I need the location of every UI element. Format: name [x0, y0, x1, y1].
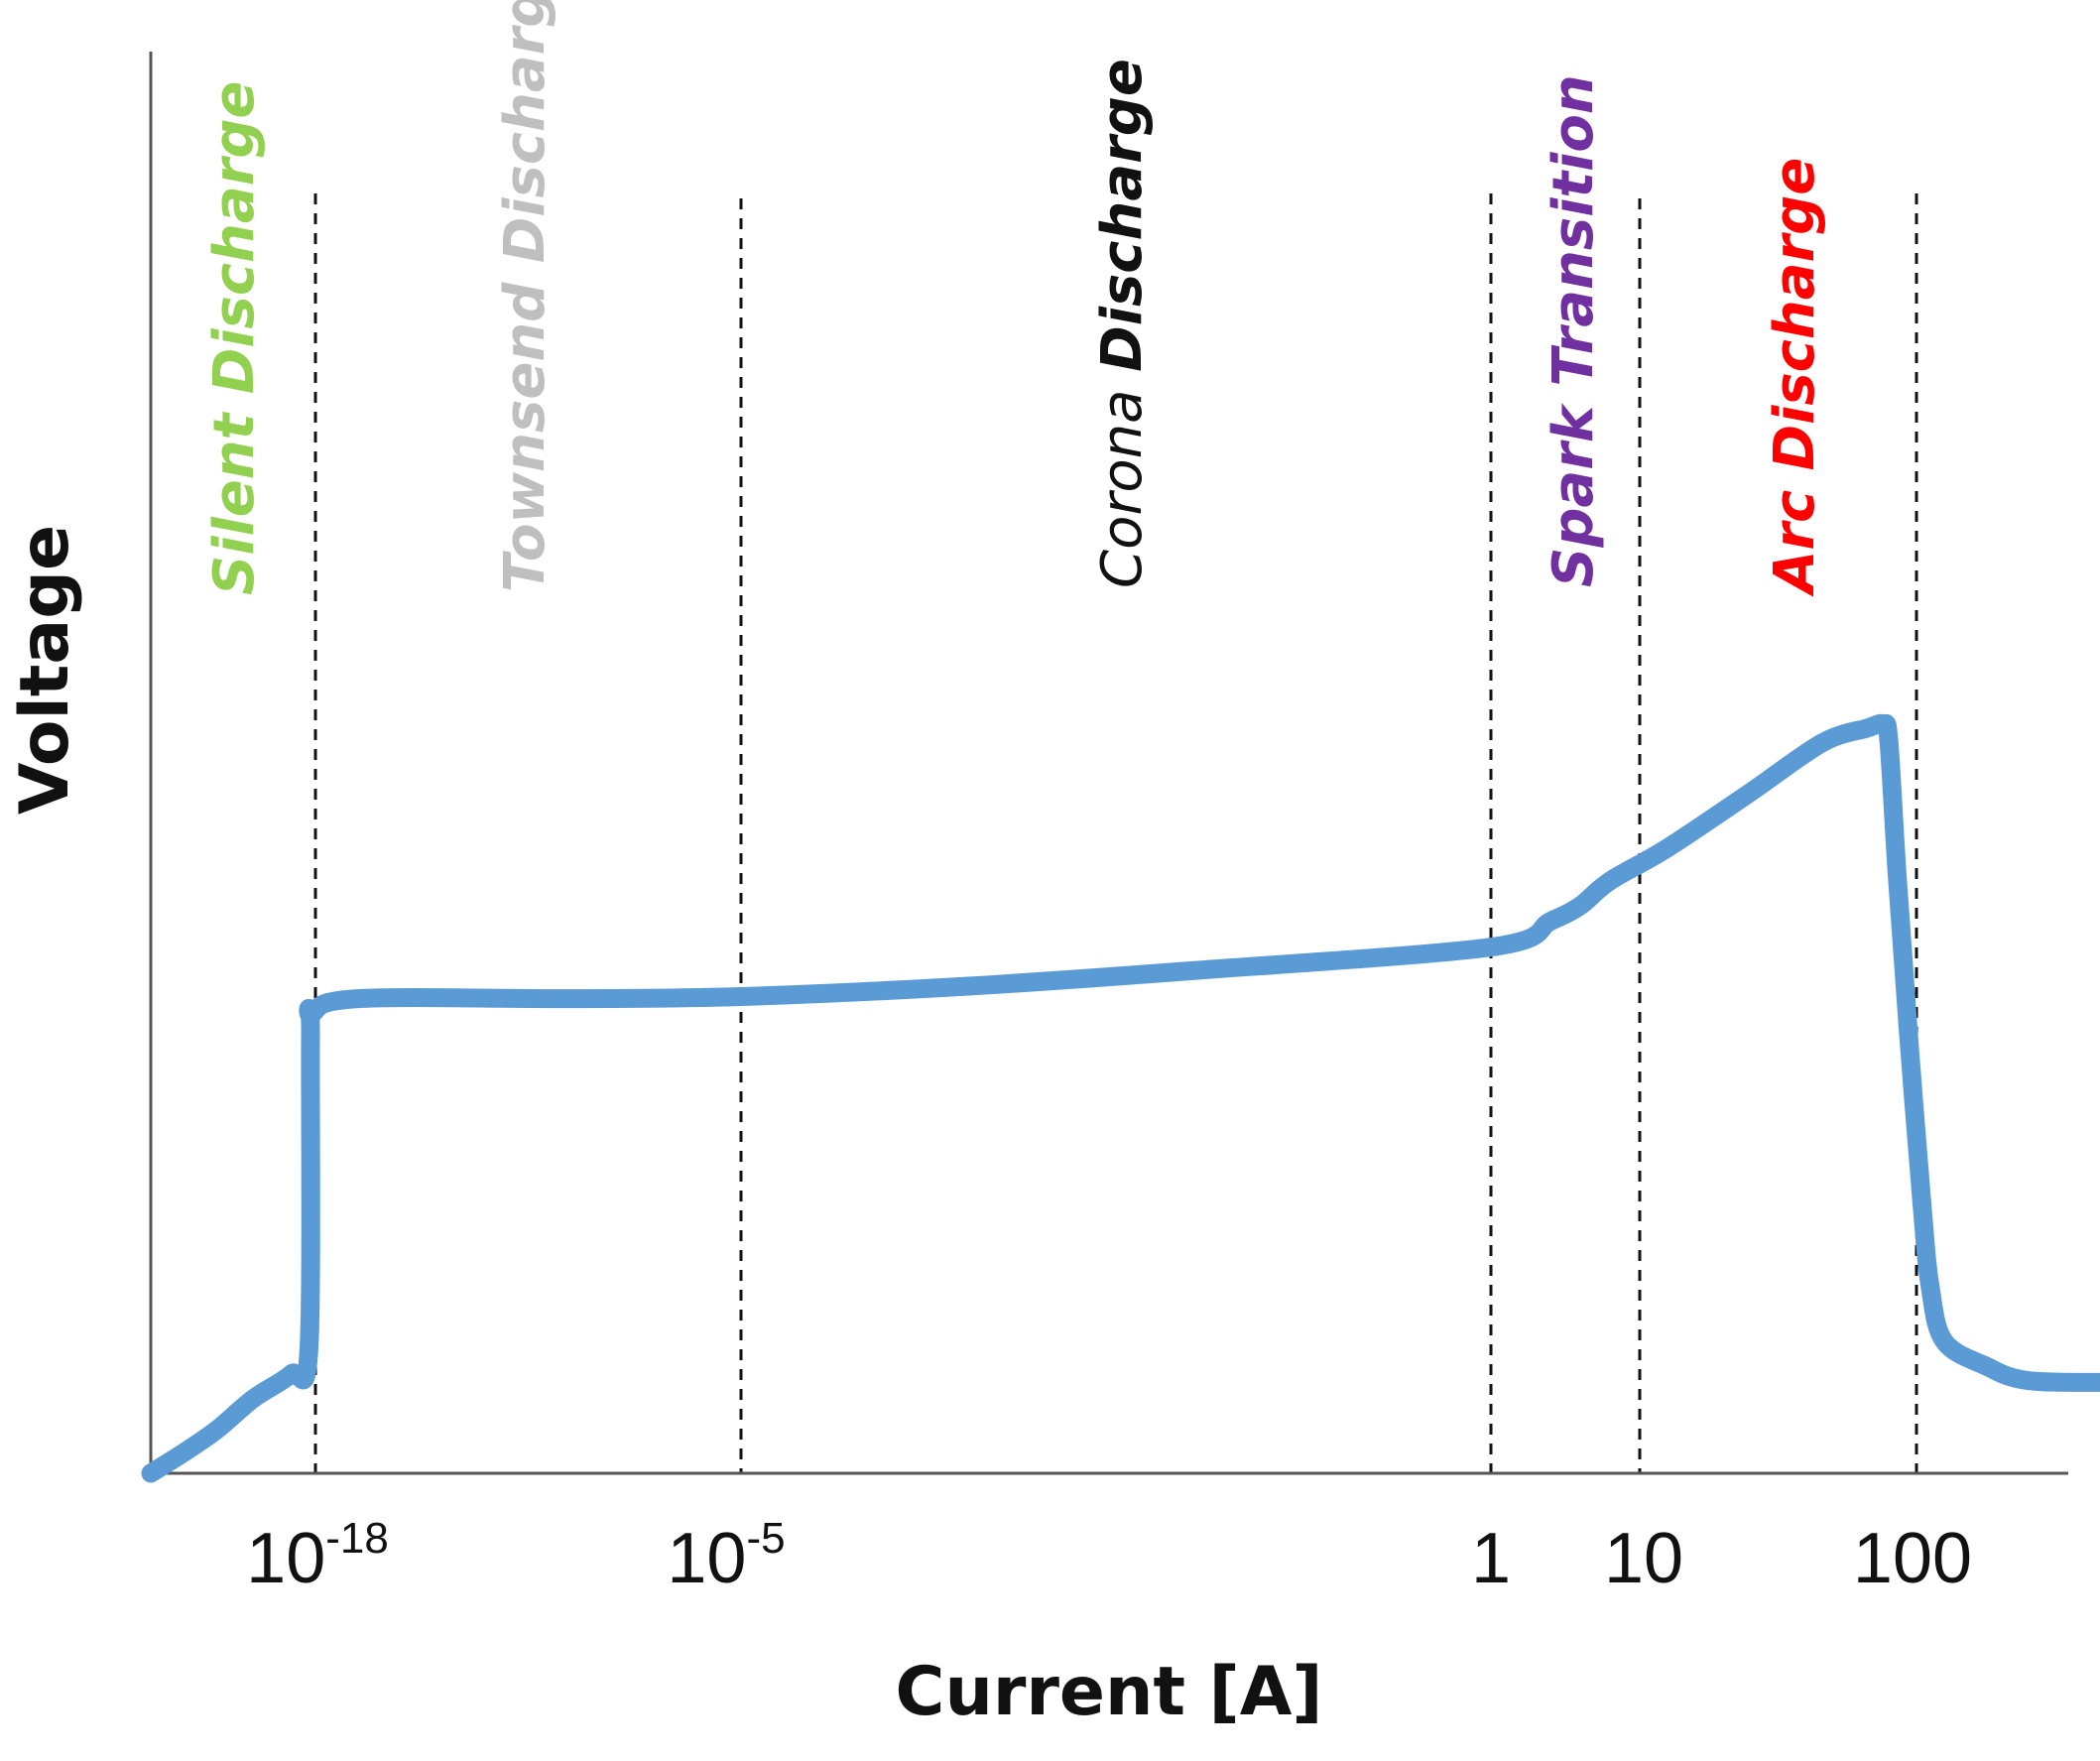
region-label-arc: Arc Discharge — [1763, 158, 1827, 597]
x-axis-title: Current [A] — [896, 1653, 1323, 1731]
tick-exponent: -5 — [746, 1514, 785, 1563]
x-tick-label: 10-5 — [667, 1514, 785, 1598]
region-label-part: Townsend Discharge — [493, 0, 557, 592]
tick-base: 10 — [246, 1519, 325, 1598]
y-axis-title: Voltage — [6, 525, 84, 815]
tick-base: 1 — [1471, 1519, 1511, 1598]
x-tick-label: 10 — [1604, 1519, 1683, 1598]
region-label-part: Corona — [1090, 372, 1155, 588]
voltage-current-curve — [141, 713, 2100, 1483]
region-label-part: Discharge — [1090, 59, 1155, 372]
region-dividers — [313, 193, 1918, 1473]
x-tick-label: 1 — [1471, 1519, 1511, 1598]
region-label-spark: Spark Transition — [1542, 74, 1606, 587]
region-label-townsend: Townsend Discharge — [493, 0, 557, 592]
x-tick-labels: 10-18 10-5 1 10 100 — [246, 1514, 1972, 1598]
x-tick-label: 100 — [1853, 1519, 1972, 1598]
region-label-part: Silent Discharge — [202, 81, 267, 595]
region-label-silent: Silent Discharge — [202, 81, 267, 595]
tick-base: 10 — [667, 1519, 746, 1598]
tick-base: 10 — [1604, 1519, 1683, 1598]
region-label-part: Spark Transition — [1542, 74, 1606, 587]
tick-base: 100 — [1853, 1519, 1972, 1598]
region-labels: Silent Discharge Townsend Discharge Corona… — [202, 0, 1827, 597]
x-tick-label: 10-18 — [246, 1514, 389, 1598]
tick-exponent: -18 — [325, 1514, 389, 1563]
region-label-part: Arc Discharge — [1763, 158, 1827, 597]
region-label-corona: Corona Discharge — [1090, 59, 1155, 588]
